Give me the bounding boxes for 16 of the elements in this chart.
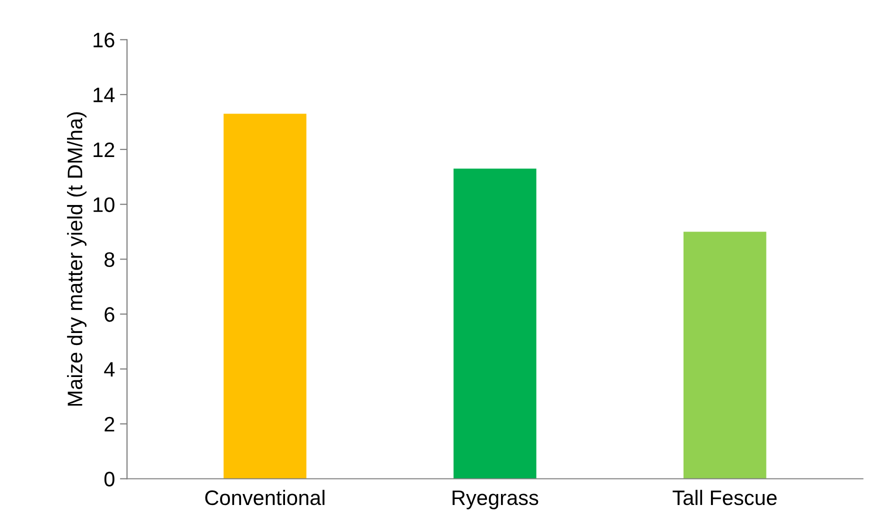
y-tick-label: 2 [104,416,114,432]
bar [454,168,536,479]
y-tick-label: 14 [94,88,115,102]
y-axis-title: Maize dry matter yield (t DM/ha) [67,112,86,406]
bar [684,232,766,479]
y-tick-label: 16 [94,32,114,48]
y-tick-label: 8 [104,252,114,267]
y-tick-label: 6 [104,307,114,322]
bar [224,114,306,479]
y-tick-label: 10 [94,197,114,212]
x-tick-label: Ryegrass [452,490,538,510]
x-tick-label: Tall Fescue [672,490,777,506]
x-tick-label: Conventional [205,490,324,506]
y-tick-label: 0 [104,472,114,486]
y-tick-label: 4 [104,362,115,377]
y-tick-label: 12 [94,142,114,157]
